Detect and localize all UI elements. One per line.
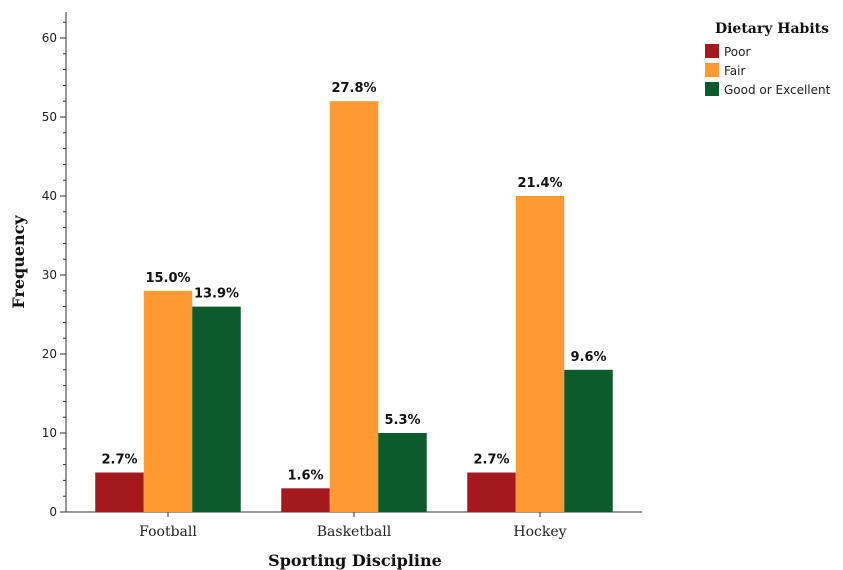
y-tick-label: 20 xyxy=(42,347,57,361)
legend-swatch xyxy=(705,82,719,96)
bar-poor xyxy=(467,472,516,512)
bar-good-or-excellent xyxy=(378,433,427,512)
bar-poor xyxy=(95,472,144,512)
legend: Dietary Habits Poor Fair Good or Excellent xyxy=(705,21,831,97)
data-label: 5.3% xyxy=(384,413,420,428)
y-tick-label: 30 xyxy=(42,268,57,282)
data-label: 2.7% xyxy=(101,453,137,468)
bar-good-or-excellent xyxy=(564,369,613,512)
y-axis: 0 10 20 30 40 50 60 xyxy=(42,12,67,519)
bar-poor xyxy=(281,488,330,512)
data-label: 15.0% xyxy=(145,271,190,286)
y-tick-label: 10 xyxy=(42,426,57,440)
data-label: 2.7% xyxy=(473,453,509,468)
y-tick-label: 0 xyxy=(49,505,57,519)
data-label: 13.9% xyxy=(194,287,239,302)
x-tick-label: Basketball xyxy=(317,524,392,540)
legend-label: Good or Excellent xyxy=(724,83,831,97)
x-tick-label: Hockey xyxy=(513,524,566,540)
y-axis-title: Frequency xyxy=(9,215,28,309)
legend-label: Poor xyxy=(724,45,750,59)
x-tick-label: Football xyxy=(139,524,197,540)
x-axis: Football Basketball Hockey xyxy=(66,511,642,540)
data-label: 9.6% xyxy=(570,350,606,365)
bar-fair xyxy=(515,196,565,512)
legend-title: Dietary Habits xyxy=(715,21,829,37)
legend-swatch xyxy=(705,63,719,77)
data-label: 1.6% xyxy=(287,468,323,483)
data-labels: 2.7% 1.6% 2.7% 15.0% 27.8% 21.4% 13.9% 5.3% 9.6% xyxy=(101,81,606,483)
y-tick-label: 60 xyxy=(42,31,57,45)
data-label: 27.8% xyxy=(331,81,376,96)
legend-label: Fair xyxy=(724,64,745,78)
bar-fair xyxy=(143,290,193,512)
bar-good-or-excellent xyxy=(192,306,241,512)
y-tick-label: 40 xyxy=(42,189,57,203)
x-axis-title: Sporting Discipline xyxy=(268,551,442,570)
bars xyxy=(95,101,613,512)
bar-fair xyxy=(329,101,379,512)
data-label: 21.4% xyxy=(517,176,562,191)
y-tick-label: 50 xyxy=(42,110,57,124)
legend-swatch xyxy=(705,44,719,58)
